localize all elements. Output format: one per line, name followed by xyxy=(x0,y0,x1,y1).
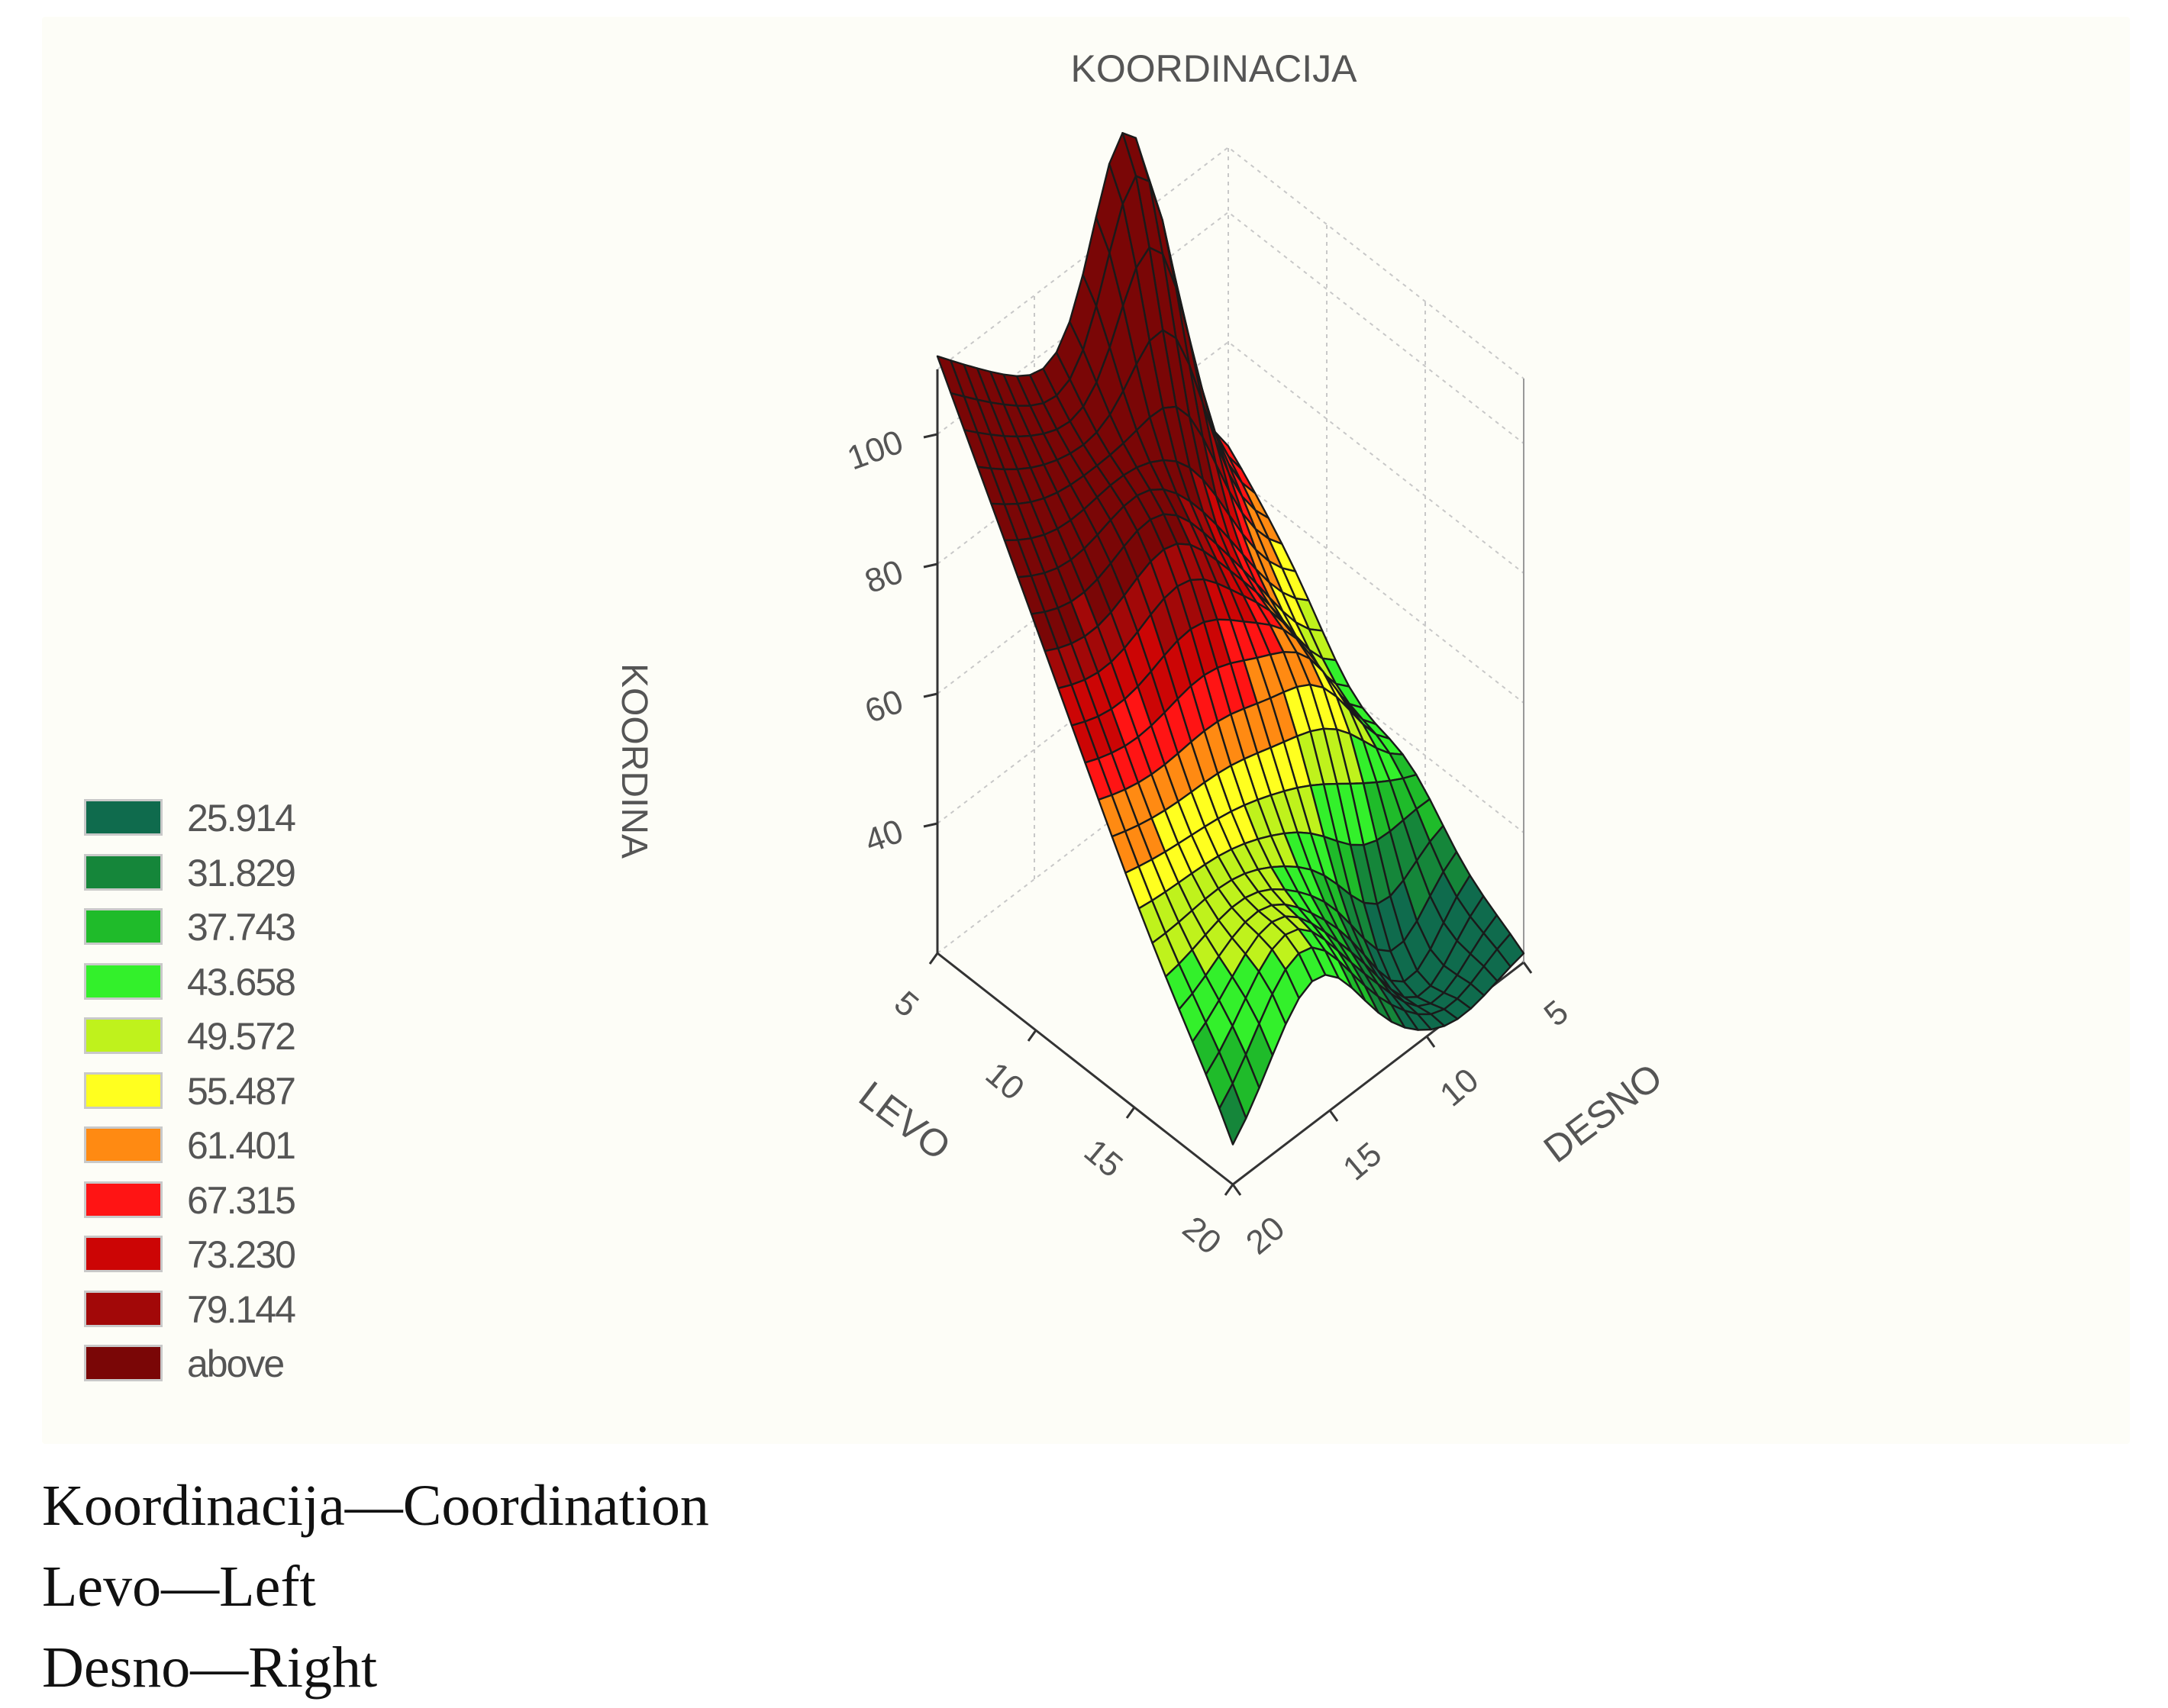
desno-tick-label-1: 10 xyxy=(1433,1061,1486,1113)
legend-swatch xyxy=(84,799,163,836)
grid-line-z-4 xyxy=(937,211,1524,444)
legend-label: 73.230 xyxy=(187,1233,296,1276)
legend-label: 31.829 xyxy=(187,851,296,894)
legend-swatch xyxy=(84,962,163,1000)
desno-tick-label-3: 20 xyxy=(1239,1209,1292,1262)
desno-tick-mark-1 xyxy=(1425,1036,1436,1048)
levo-tick-label-1: 10 xyxy=(979,1055,1031,1107)
legend: 25.914 31.829 37.743 43.658 49.572 55.487 61.4… xyxy=(42,790,347,1391)
z-tick-mark-1 xyxy=(923,692,938,698)
caption: Koordinacija—Coordination Levo—Left Desn… xyxy=(42,1465,2027,1708)
legend-label: 61.401 xyxy=(187,1124,296,1167)
caption-line-koordinacija: Koordinacija—Coordination xyxy=(42,1474,709,1538)
levo-tick-label-0: 5 xyxy=(887,984,925,1024)
legend-item: 61.401 xyxy=(42,1117,347,1172)
desno-tick-label-2: 15 xyxy=(1336,1135,1389,1188)
caption-line-levo: Levo—Left xyxy=(42,1555,316,1619)
z-tick-mark-2 xyxy=(923,562,938,569)
legend-item: 25.914 xyxy=(42,790,347,845)
levo-tick-mark-1 xyxy=(1027,1030,1037,1042)
legend-item: 31.829 xyxy=(42,845,347,900)
desno-tick-mark-2 xyxy=(1328,1110,1339,1122)
legend-item: 37.743 xyxy=(42,899,347,954)
legend-label: above xyxy=(187,1342,285,1385)
levo-tick-label-3: 20 xyxy=(1176,1209,1228,1262)
legend-swatch xyxy=(84,1181,163,1218)
surface-plot: KOORDINACIJA KOORDINA LEVO DESNO 40 60 80 1… xyxy=(614,47,1670,1262)
desno-tick-label-0: 5 xyxy=(1537,993,1576,1033)
legend-item: 73.230 xyxy=(42,1226,347,1281)
legend-swatch xyxy=(84,1290,163,1327)
legend-label: 79.144 xyxy=(187,1287,296,1331)
legend-swatch xyxy=(84,908,163,945)
legend-swatch xyxy=(84,1017,163,1054)
levo-tick-mark-3 xyxy=(1224,1184,1234,1196)
legend-item: 49.572 xyxy=(42,1008,347,1063)
z-tick-label-0: 40 xyxy=(860,812,908,860)
z-tick-mark-0 xyxy=(923,822,938,828)
desno-tick-mark-3 xyxy=(1231,1184,1242,1196)
legend-label: 49.572 xyxy=(187,1015,296,1058)
z-tick-mark-3 xyxy=(923,433,938,439)
legend-label: 67.315 xyxy=(187,1178,296,1222)
chart-title: KOORDINACIJA xyxy=(1070,47,1357,90)
desno-tick-mark-0 xyxy=(1522,962,1533,974)
legend-swatch xyxy=(84,1072,163,1109)
legend-item: 55.487 xyxy=(42,1063,347,1118)
surface-layer xyxy=(936,131,1525,1146)
legend-swatch xyxy=(84,1126,163,1163)
legend-swatch xyxy=(84,853,163,891)
legend-item: 43.658 xyxy=(42,954,347,1009)
levo-axis-line xyxy=(937,952,1234,1186)
legend-swatch xyxy=(84,1345,163,1381)
legend-swatch xyxy=(84,1236,163,1272)
figure-panel: KOORDINACIJA KOORDINA LEVO DESNO 40 60 80 1… xyxy=(42,17,2130,1444)
legend-label: 25.914 xyxy=(187,797,296,839)
legend-label: 55.487 xyxy=(187,1069,296,1113)
surface-cell-21-21 xyxy=(1218,1082,1247,1146)
z-axis-label: KOORDINA xyxy=(614,663,654,859)
levo-tick-mark-2 xyxy=(1125,1107,1136,1119)
x-axis-label: LEVO xyxy=(851,1073,958,1168)
legend-label: 43.658 xyxy=(187,960,296,1004)
caption-line-desno: Desno—Right xyxy=(42,1635,378,1700)
legend-label: 37.743 xyxy=(187,906,296,949)
levo-tick-mark-0 xyxy=(928,952,939,965)
grid-line-z-2 xyxy=(937,470,1524,704)
legend-item: 79.144 xyxy=(42,1281,347,1336)
levo-tick-label-2: 15 xyxy=(1077,1132,1130,1184)
z-tick-label-1: 60 xyxy=(860,682,908,730)
legend-item: above xyxy=(42,1336,347,1391)
legend-item: 67.315 xyxy=(42,1172,347,1227)
z-tick-label-2: 80 xyxy=(860,553,908,601)
z-tick-label-3: 100 xyxy=(843,423,908,477)
grid-line-z-5 xyxy=(937,146,1524,379)
y-axis-label: DESNO xyxy=(1536,1055,1670,1171)
